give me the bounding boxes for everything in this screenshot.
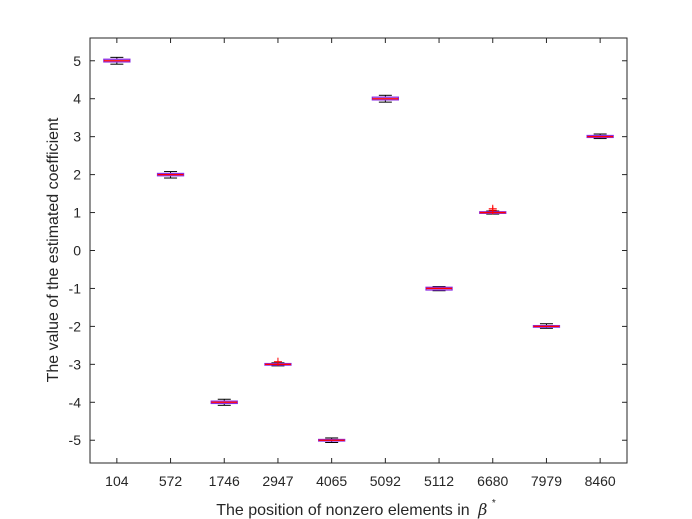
x-axis-label: The position of nonzero elements in β *	[216, 498, 496, 519]
y-tick-label: 3	[73, 129, 81, 145]
y-axis-label: The value of the estimated coefficient	[45, 117, 62, 382]
y-tick-label: -3	[69, 356, 82, 372]
boxes-layer	[103, 56, 614, 444]
x-tick-label: 6680	[477, 473, 508, 489]
y-tick-label: -5	[69, 432, 82, 448]
y-tick-label: -2	[69, 318, 82, 334]
y-tick-label: 4	[73, 91, 81, 107]
x-tick-label: 2947	[262, 473, 293, 489]
x-tick-label: 104	[105, 473, 129, 489]
x-tick-label: 8460	[585, 473, 616, 489]
y-tick-label: 5	[73, 53, 81, 69]
y-tick-label: 1	[73, 205, 81, 221]
y-tick-label: 0	[73, 243, 81, 259]
y-tick-label: 2	[73, 167, 81, 183]
box-104	[103, 56, 131, 65]
box-1746	[210, 398, 238, 406]
y-axis: -5 -4 -3 -2 -1 0 1 2 3 4 5	[69, 53, 627, 448]
x-axis-label-symbol: β	[477, 500, 487, 519]
x-tick-label: 4065	[316, 473, 347, 489]
y-tick-label: -4	[69, 394, 82, 410]
x-axis: 104 572 1746 2947 4065 5092 5112 6680 7979 8460	[105, 38, 616, 489]
box-6680	[479, 204, 507, 215]
box-4065	[317, 437, 346, 444]
box-5112	[425, 286, 453, 292]
box-572	[156, 171, 185, 179]
x-tick-label: 572	[159, 473, 183, 489]
x-tick-label: 5112	[424, 473, 454, 489]
x-axis-label-superscript: *	[492, 498, 496, 509]
x-tick-label: 7979	[531, 473, 562, 489]
x-tick-label: 1746	[209, 473, 240, 489]
box-2947	[264, 357, 292, 367]
box-7979	[532, 323, 561, 329]
y-tick-label: -1	[69, 280, 82, 296]
x-axis-label-text: The position of nonzero elements in	[216, 502, 469, 519]
x-tick-label: 5092	[370, 473, 401, 489]
box-8460	[586, 133, 614, 140]
box-5092	[371, 94, 400, 103]
